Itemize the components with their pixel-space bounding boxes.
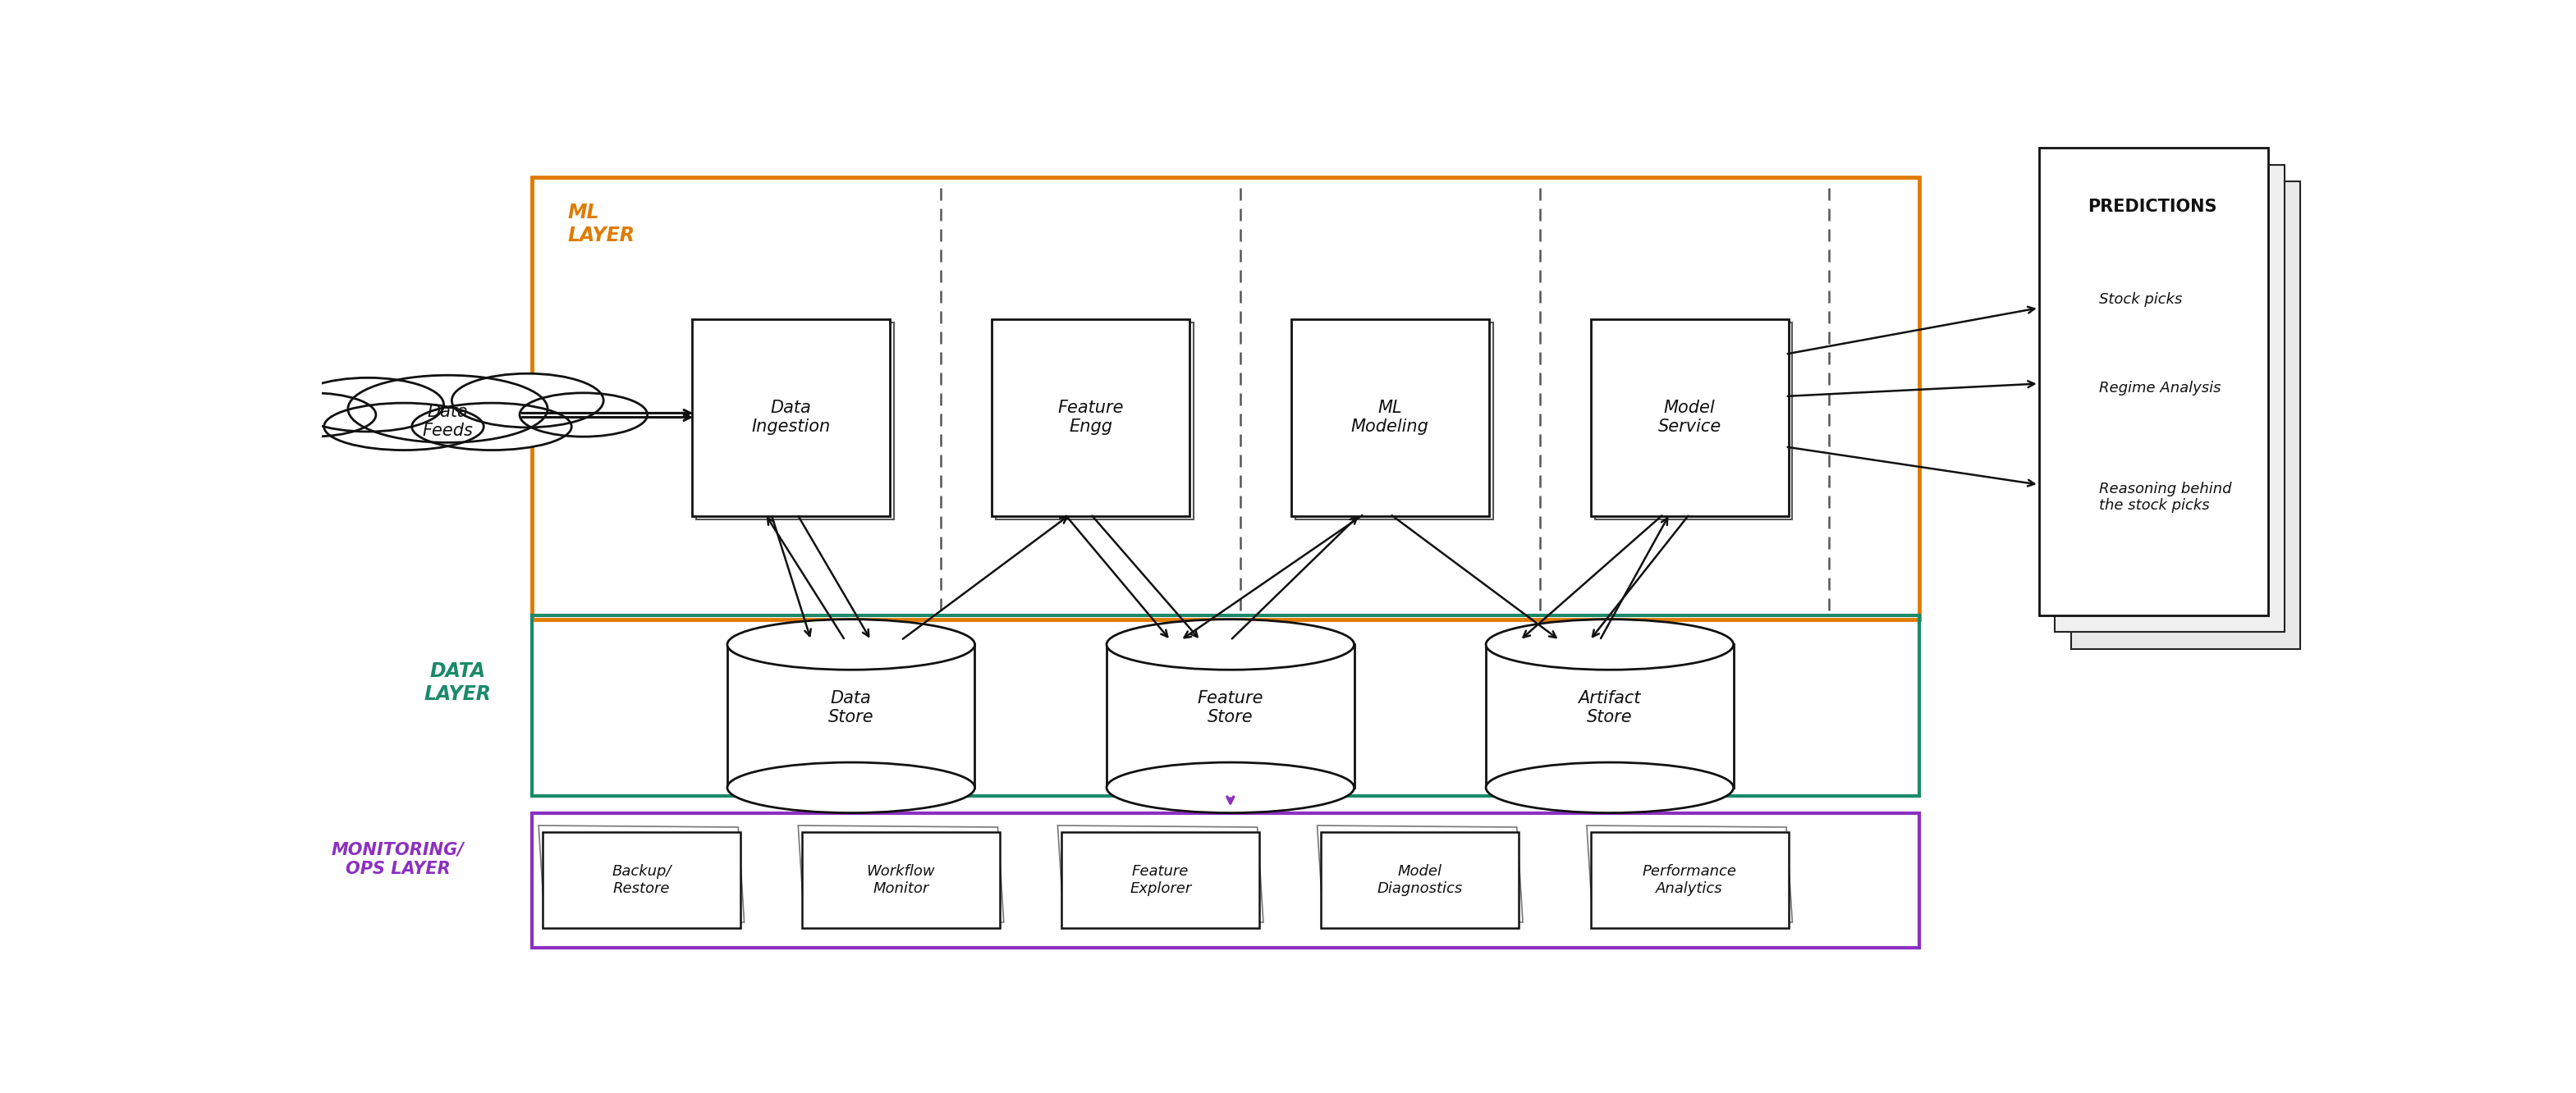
FancyBboxPatch shape — [1595, 322, 1793, 519]
Text: ML
LAYER: ML LAYER — [567, 202, 634, 245]
Text: Artifact
Store: Artifact Store — [1579, 690, 1641, 726]
Ellipse shape — [726, 763, 974, 813]
Text: MONITORING/
OPS LAYER: MONITORING/ OPS LAYER — [332, 842, 464, 877]
FancyBboxPatch shape — [992, 319, 1190, 516]
Ellipse shape — [291, 378, 443, 432]
Ellipse shape — [520, 392, 647, 437]
FancyBboxPatch shape — [726, 645, 974, 788]
Ellipse shape — [1486, 763, 1734, 813]
FancyBboxPatch shape — [997, 322, 1193, 519]
Text: Data
Feeds: Data Feeds — [422, 403, 474, 439]
FancyBboxPatch shape — [1061, 832, 1260, 928]
Ellipse shape — [247, 392, 376, 437]
Text: ML
Modeling: ML Modeling — [1352, 400, 1430, 435]
Ellipse shape — [325, 403, 484, 450]
Text: Data
Store: Data Store — [829, 690, 873, 726]
FancyBboxPatch shape — [1321, 832, 1520, 928]
Polygon shape — [1059, 825, 1262, 922]
FancyBboxPatch shape — [1108, 645, 1355, 788]
FancyBboxPatch shape — [2056, 165, 2285, 632]
Polygon shape — [538, 825, 744, 922]
Text: Performance
Analytics: Performance Analytics — [1643, 865, 1736, 896]
Text: Feature
Engg: Feature Engg — [1059, 400, 1123, 435]
FancyBboxPatch shape — [2071, 181, 2300, 649]
Text: Reasoning behind
the stock picks: Reasoning behind the stock picks — [2099, 481, 2231, 514]
FancyBboxPatch shape — [1296, 322, 1494, 519]
Text: Feature
Store: Feature Store — [1198, 690, 1262, 726]
Text: PREDICTIONS: PREDICTIONS — [2089, 199, 2218, 215]
FancyBboxPatch shape — [1592, 319, 1788, 516]
Ellipse shape — [412, 403, 572, 450]
Text: Model
Diagnostics: Model Diagnostics — [1378, 865, 1463, 896]
Ellipse shape — [451, 374, 603, 427]
Ellipse shape — [726, 620, 974, 670]
Ellipse shape — [1486, 620, 1734, 670]
Text: Backup/
Restore: Backup/ Restore — [611, 865, 672, 896]
Polygon shape — [1587, 825, 1793, 922]
FancyBboxPatch shape — [696, 322, 894, 519]
FancyBboxPatch shape — [1486, 645, 1734, 788]
Text: Data
Ingestion: Data Ingestion — [752, 400, 829, 435]
Text: Workflow
Monitor: Workflow Monitor — [866, 865, 935, 896]
Text: Regime Analysis: Regime Analysis — [2099, 380, 2221, 396]
Text: Feature
Explorer: Feature Explorer — [1131, 865, 1190, 896]
Text: DATA
LAYER: DATA LAYER — [425, 661, 492, 704]
Ellipse shape — [1108, 620, 1355, 670]
FancyBboxPatch shape — [2040, 148, 2269, 615]
Ellipse shape — [1108, 763, 1355, 813]
Polygon shape — [799, 825, 1005, 922]
Text: Stock picks: Stock picks — [2099, 292, 2182, 307]
FancyBboxPatch shape — [1291, 319, 1489, 516]
FancyBboxPatch shape — [1592, 832, 1788, 928]
Polygon shape — [1316, 825, 1522, 922]
FancyBboxPatch shape — [544, 832, 739, 928]
Ellipse shape — [348, 375, 549, 443]
FancyBboxPatch shape — [801, 832, 999, 928]
FancyBboxPatch shape — [693, 319, 889, 516]
Text: Model
Service: Model Service — [1659, 400, 1721, 435]
